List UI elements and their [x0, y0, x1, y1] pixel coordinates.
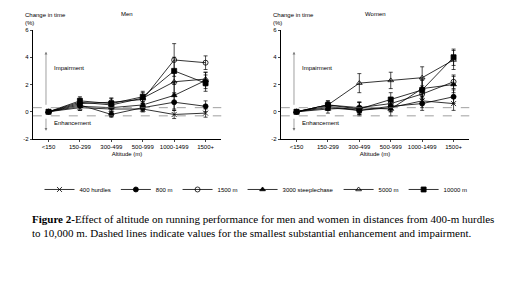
svg-text:6: 6 — [273, 27, 277, 33]
svg-text:Altitude (m): Altitude (m) — [112, 151, 143, 157]
svg-text:5000 m: 5000 m — [379, 187, 399, 193]
svg-text:1500+: 1500+ — [197, 144, 214, 150]
svg-text:Enhancement: Enhancement — [302, 120, 339, 126]
svg-text:1000-1499: 1000-1499 — [160, 144, 189, 150]
svg-text:300-499: 300-499 — [348, 144, 371, 150]
svg-text:Impairment: Impairment — [302, 65, 332, 71]
svg-text:<150: <150 — [290, 144, 304, 150]
svg-text:1500 m: 1500 m — [218, 187, 238, 193]
svg-text:<150: <150 — [42, 144, 56, 150]
svg-text:150-299: 150-299 — [317, 144, 340, 150]
svg-text:Impairment: Impairment — [54, 65, 84, 71]
svg-text:10000 m: 10000 m — [444, 187, 467, 193]
svg-text:4: 4 — [273, 54, 277, 60]
svg-text:Altitude (m): Altitude (m) — [360, 151, 391, 157]
svg-text:1000-1499: 1000-1499 — [408, 144, 437, 150]
svg-text:800 m: 800 m — [156, 187, 173, 193]
svg-text:-2: -2 — [23, 136, 29, 142]
svg-text:Enhancement: Enhancement — [54, 120, 91, 126]
svg-text:500-999: 500-999 — [132, 144, 155, 150]
svg-text:Change in time(%): Change in time(%) — [273, 12, 314, 26]
svg-text:2: 2 — [273, 82, 277, 88]
svg-text:-2: -2 — [271, 136, 277, 142]
svg-text:Change in time(%): Change in time(%) — [25, 12, 66, 26]
svg-text:2: 2 — [25, 82, 29, 88]
svg-text:500-999: 500-999 — [380, 144, 403, 150]
svg-text:Women: Women — [365, 11, 386, 17]
svg-text:3000 steeplechase: 3000 steeplechase — [283, 187, 334, 193]
svg-text:6: 6 — [25, 27, 29, 33]
svg-text:400 hurdles: 400 hurdles — [80, 187, 111, 193]
html-text:Figure 2- Effect of altitude o: Figure 2- Effect of altitude on running … — [32, 213, 495, 239]
svg-text:Men: Men — [121, 11, 133, 17]
svg-text:150-299: 150-299 — [69, 144, 92, 150]
svg-text:0: 0 — [273, 109, 277, 115]
svg-text:300-499: 300-499 — [100, 144, 123, 150]
svg-text:1500+: 1500+ — [445, 144, 462, 150]
svg-text:4: 4 — [25, 54, 29, 60]
svg-text:0: 0 — [25, 109, 29, 115]
